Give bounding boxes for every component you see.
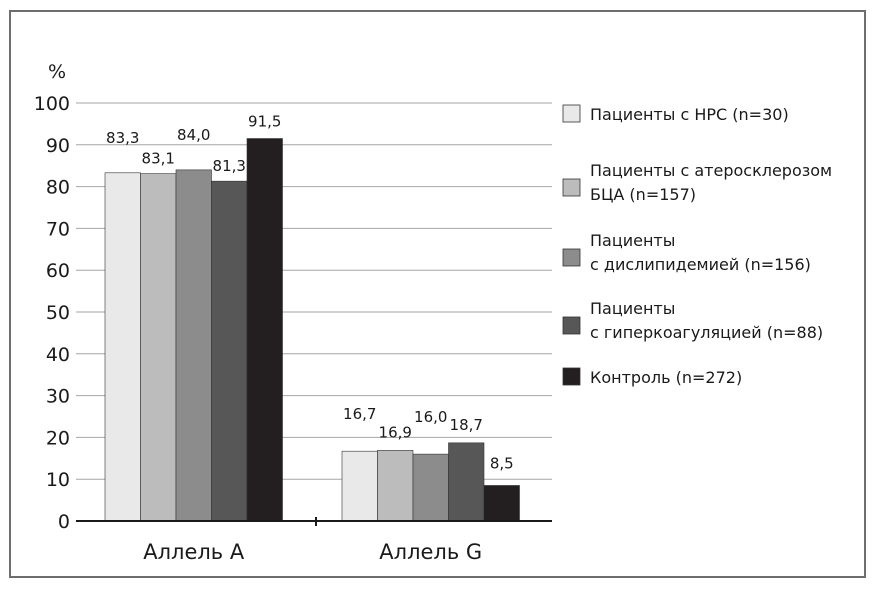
- y-tick-10: 10: [46, 469, 70, 491]
- legend-swatch-3: [562, 248, 581, 267]
- data-label-allele-a-series-1: 83,3: [106, 129, 139, 147]
- legend-label-4: с гиперкоагуляцией (n=88): [590, 323, 823, 342]
- bar-allele-a-series-5: [246, 138, 283, 522]
- legend-label-2: БЦА (n=157): [590, 185, 696, 204]
- axes: %: [48, 61, 552, 526]
- y-tick-80: 80: [46, 177, 70, 199]
- bar-allele-g-series-3: [412, 453, 449, 522]
- y-tick-0: 0: [58, 511, 70, 533]
- legend-swatch-1: [562, 104, 581, 123]
- y-axis-label: %: [48, 61, 66, 83]
- bar-allele-a-series-1: [104, 172, 141, 522]
- bar-allele-g-series-4: [448, 442, 485, 522]
- y-tick-90: 90: [46, 135, 70, 157]
- bar-allele-a-series-3: [175, 169, 212, 522]
- data-label-allele-g-series-1: 16,7: [343, 405, 376, 423]
- legend-swatch-5: [562, 367, 581, 386]
- bars: [104, 138, 520, 522]
- data-label-allele-g-series-3: 16,0: [414, 408, 447, 426]
- y-tick-70: 70: [46, 218, 70, 240]
- legend: Пациенты с НРС (n=30) Пациенты с атероскл…: [562, 104, 832, 387]
- y-axis-ticks: 0 10 20 30 40 50 60 70 80 90 100: [34, 93, 70, 533]
- category-label-1: Аллель А: [143, 540, 245, 564]
- bar-allele-g-series-2: [377, 450, 414, 522]
- data-label-allele-a-series-2: 83,1: [142, 150, 175, 168]
- legend-label-4: Пациенты: [590, 299, 675, 318]
- y-tick-40: 40: [46, 344, 70, 366]
- y-tick-30: 30: [46, 386, 70, 408]
- legend-label-3: Пациенты: [590, 231, 675, 250]
- legend-swatch-4: [562, 316, 581, 335]
- bar-allele-g-series-5: [483, 485, 520, 522]
- bar-allele-g-series-1: [341, 450, 378, 522]
- bar-allele-a-series-4: [211, 180, 248, 522]
- bar-allele-a-series-2: [140, 173, 177, 522]
- y-tick-100: 100: [34, 93, 70, 115]
- data-label-allele-a-series-5: 91,5: [248, 113, 281, 131]
- legend-label-3: с дислипидемией (n=156): [590, 255, 811, 274]
- category-labels: Аллель А Аллель G: [143, 540, 482, 564]
- legend-swatch-2: [562, 178, 581, 197]
- data-label-allele-a-series-3: 84,0: [177, 126, 210, 144]
- data-label-allele-g-series-2: 16,9: [379, 423, 412, 441]
- y-tick-60: 60: [46, 260, 70, 282]
- y-tick-20: 20: [46, 427, 70, 449]
- category-label-2: Аллель G: [379, 540, 482, 564]
- data-labels: 83,3 16,7 83,1 16,9 84,0 16,0 81,3 18,7 91,5 8,5: [106, 113, 514, 473]
- legend-label-5: Контроль (n=272): [590, 368, 742, 387]
- legend-label-2: Пациенты с атеросклерозом: [590, 161, 832, 180]
- data-label-allele-g-series-5: 8,5: [490, 454, 514, 472]
- data-label-allele-g-series-4: 18,7: [450, 416, 483, 434]
- y-tick-50: 50: [46, 302, 70, 324]
- legend-label-1: Пациенты с НРС (n=30): [590, 105, 789, 124]
- data-label-allele-a-series-4: 81,3: [213, 157, 246, 175]
